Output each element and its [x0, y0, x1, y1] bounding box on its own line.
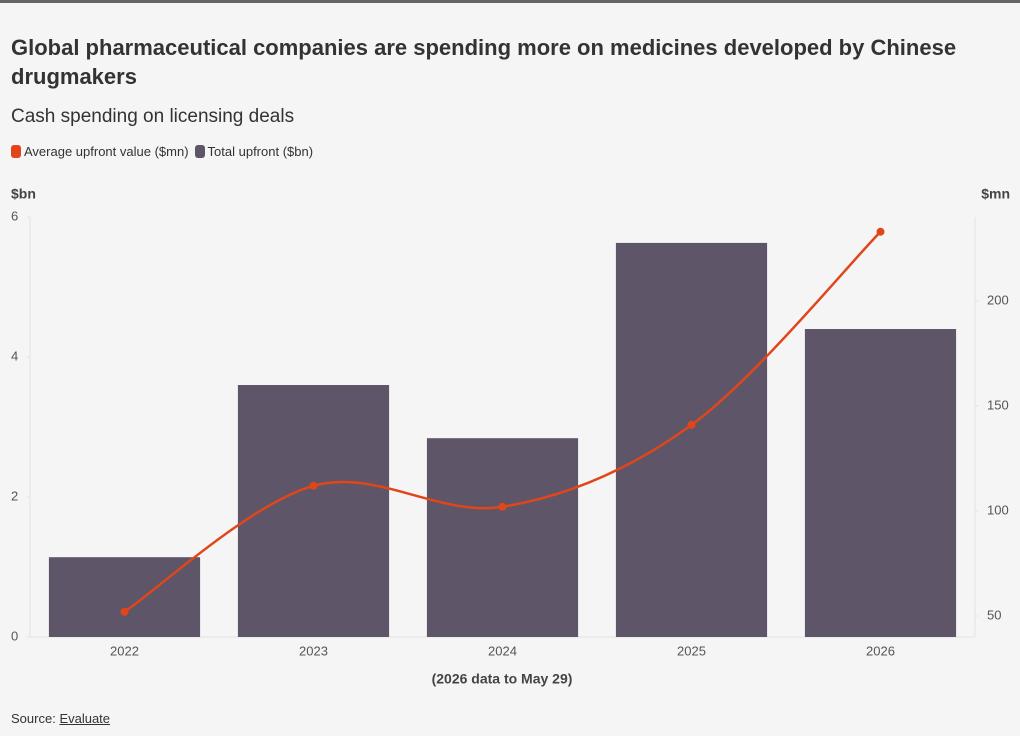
point — [687, 420, 696, 429]
y2-tick-label: 200 — [987, 292, 1009, 307]
y-tick-label: 0 — [11, 628, 18, 643]
x-tick-label: 2022 — [110, 643, 139, 658]
y2-axis-label: $mn — [981, 186, 1010, 202]
point — [120, 607, 129, 616]
x-tick-label: 2023 — [299, 643, 328, 658]
bar — [426, 438, 579, 637]
y-tick-label: 4 — [11, 348, 18, 363]
y2-tick-label: 50 — [987, 607, 1001, 622]
legend-item: Total upfront ($bn) — [194, 144, 314, 159]
bar — [804, 329, 957, 637]
x-tick-label: 2026 — [866, 643, 895, 658]
legend-swatch — [11, 145, 21, 158]
bar — [48, 557, 201, 637]
point — [309, 481, 318, 490]
source: Source: Evaluate — [11, 711, 110, 726]
y-tick-label: 6 — [11, 208, 18, 223]
point — [876, 227, 885, 236]
legend-label: Total upfront ($bn) — [207, 144, 314, 159]
legend-swatch — [194, 145, 205, 158]
x-tick-label: 2024 — [488, 643, 517, 658]
note: (2026 data to May 29) — [432, 671, 573, 687]
y-axis-label: $bn — [11, 186, 36, 202]
chart-title: Global pharmaceutical companies are spen… — [11, 35, 957, 89]
chart: $bn $mn (2026 data to May 29) 0 2 4 6 50 100 1… — [11, 186, 1010, 687]
legend-label: Average upfront value ($mn) — [24, 144, 189, 159]
bar — [237, 385, 390, 637]
legend-item: Average upfront value ($mn) — [11, 144, 189, 159]
y2-tick-label: 100 — [987, 502, 1009, 517]
y2-tick-label: 150 — [987, 397, 1009, 412]
chart-subtitle: Cash spending on licensing deals — [11, 106, 295, 127]
source-label: Source: — [11, 711, 56, 726]
source-link[interactable]: Evaluate — [59, 711, 111, 726]
legend: Average upfront value ($mn) Total upfront… — [11, 144, 313, 159]
y-tick-label: 2 — [11, 488, 18, 503]
point — [498, 502, 507, 511]
bar — [615, 242, 768, 637]
x-tick-label: 2025 — [677, 643, 706, 658]
